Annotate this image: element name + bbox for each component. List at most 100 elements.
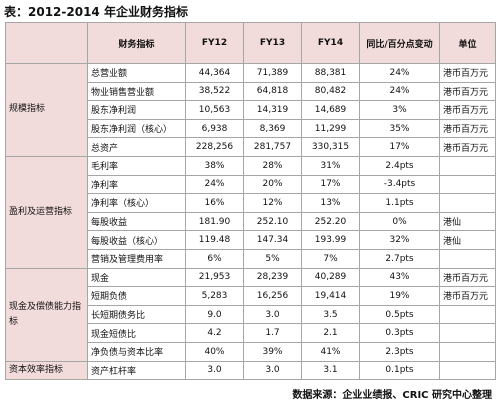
table-cell: 88,381: [301, 63, 360, 83]
table-cell: 2.7pts: [359, 248, 440, 269]
table-cell: 3.1: [301, 360, 360, 381]
table-cell: 港仙: [439, 230, 496, 250]
table-cell: 0%: [359, 211, 440, 232]
table-cell: 现金短债比: [87, 323, 186, 343]
table-cell: [439, 155, 496, 176]
table-cell: 16%: [185, 193, 244, 213]
data-table: 财务指标 FY12 FY13 FY14 同比/百分点变动 单位 规模指标 总营业额 44,36…: [5, 22, 496, 381]
table-cell: 38,522: [185, 81, 244, 102]
table-cell: 3%: [359, 100, 440, 120]
table-cell: 净利率（核心）: [87, 193, 186, 213]
table-cell: 每股收益: [87, 211, 186, 232]
table-cell: 0.3pts: [359, 323, 440, 343]
table-row: 净利率 24% 20% 17% -3.4pts: [6, 174, 496, 195]
table-row: 短期负债 5,283 16,256 19,414 19% 港币百万元: [6, 286, 496, 306]
table-cell: [439, 341, 496, 362]
table-cell: 181.90: [185, 211, 244, 232]
title: 表：2012-2014 年企业财务指标: [4, 5, 188, 19]
group-cell: 规模指标: [5, 63, 88, 157]
table-cell: 252.10: [243, 211, 302, 232]
table-cell: 32%: [359, 230, 440, 250]
table-cell: 252.20: [301, 211, 360, 232]
table-cell: 281,757: [243, 137, 302, 157]
table-cell: 31%: [301, 155, 360, 176]
table-cell: 长短期债务比: [87, 304, 186, 325]
table-row: 现金及偿债能力指标 现金 21,953 28,239 40,289 43% 港币百万元: [5, 267, 496, 362]
table-cell: 13%: [301, 193, 360, 213]
table-cell: 11,299: [301, 118, 360, 139]
table-cell: 6,938: [185, 118, 244, 139]
table-cell: 41%: [301, 341, 360, 362]
table-row: 盈利及运营指标 毛利率 38% 28% 31% 2.4pts: [5, 155, 496, 269]
table-cell: 17%: [301, 174, 360, 195]
table-cell: 12%: [243, 193, 302, 213]
table-cell: 80,482: [301, 81, 360, 102]
table-cell: 71,389: [243, 63, 302, 83]
table-cell: 39%: [243, 341, 302, 362]
table-cell: 44,364: [185, 63, 244, 83]
table-cell: 净负债与资本比率: [87, 341, 186, 362]
table-cell: 228,256: [185, 137, 244, 157]
table-row: 资本效率指标 资产杠杆率 3.0 3.0 3.1 0.1pts: [5, 360, 496, 381]
table-cell: 14,689: [301, 100, 360, 120]
table-cell: 2.4pts: [359, 155, 440, 176]
table-cell: [439, 360, 496, 381]
table-cell: 7%: [301, 248, 360, 269]
table-cell: 10,563: [185, 100, 244, 120]
group-cell: 盈利及运营指标: [5, 155, 88, 269]
table-cell: 港币百万元: [439, 286, 496, 306]
table-cell: 21,953: [185, 267, 244, 288]
header-row: 财务指标 FY12 FY13 FY14 同比/百分点变动 单位: [5, 22, 496, 64]
table-cell: 2.1: [301, 323, 360, 343]
table-cell: 6%: [185, 248, 244, 269]
table-cell: 港币百万元: [439, 118, 496, 139]
table-cell: [439, 304, 496, 325]
table-cell: 40,289: [301, 267, 360, 288]
table-cell: 9.0: [185, 304, 244, 325]
table-cell: 24%: [185, 174, 244, 195]
table-cell: 38%: [185, 155, 244, 176]
table-cell: 5,283: [185, 286, 244, 306]
group-cell: 现金及偿债能力指标: [5, 267, 88, 362]
table-row: 总资产 228,256 281,757 330,315 17% 港币百万元: [6, 137, 496, 157]
header-cell: 单位: [439, 22, 496, 64]
table-cell: [439, 193, 496, 213]
table-cell: [439, 323, 496, 343]
table-cell: 147.34: [243, 230, 302, 250]
table-row: 物业销售营业额 38,522 64,818 80,482 24% 港币百万元: [6, 81, 496, 102]
table-cell: 港币百万元: [439, 267, 496, 288]
table-row: 规模指标 总营业额 44,364 71,389 88,381 24% 港币百万元: [5, 63, 496, 157]
table-cell: 28%: [243, 155, 302, 176]
table-cell: 3.0: [243, 304, 302, 325]
table-cell: 19,414: [301, 286, 360, 306]
table-cell: [439, 248, 496, 269]
table-cell: 股东净利润（核心）: [87, 118, 186, 139]
table-cell: 0.5pts: [359, 304, 440, 325]
table-cell: 64,818: [243, 81, 302, 102]
table-cell: 3.0: [185, 360, 244, 381]
table-row: 长短期债务比 9.0 3.0 3.5 0.5pts: [6, 304, 496, 325]
table-row: 净负债与资本比率 40% 39% 41% 2.3pts: [6, 341, 496, 362]
table-cell: 19%: [359, 286, 440, 306]
table-cell: 119.48: [185, 230, 244, 250]
table-cell: 港币百万元: [439, 63, 496, 83]
table-cell: 港币百万元: [439, 100, 496, 120]
table-cell: 35%: [359, 118, 440, 139]
group-cell: 资本效率指标: [5, 360, 88, 381]
table-cell: 28,239: [243, 267, 302, 288]
header-cell: FY13: [243, 22, 302, 64]
table-cell: 1.1pts: [359, 193, 440, 213]
table-cell: 43%: [359, 267, 440, 288]
table-cell: 24%: [359, 63, 440, 83]
table-cell: [439, 174, 496, 195]
table-cell: 14,319: [243, 100, 302, 120]
table-cell: 2.3pts: [359, 341, 440, 362]
table-cell: 港币百万元: [439, 81, 496, 102]
header-cell: [5, 22, 88, 64]
table-cell: 5%: [243, 248, 302, 269]
table-cell: 1.7: [243, 323, 302, 343]
table-cell: 3.5: [301, 304, 360, 325]
table-cell: 8,369: [243, 118, 302, 139]
table-cell: -3.4pts: [359, 174, 440, 195]
